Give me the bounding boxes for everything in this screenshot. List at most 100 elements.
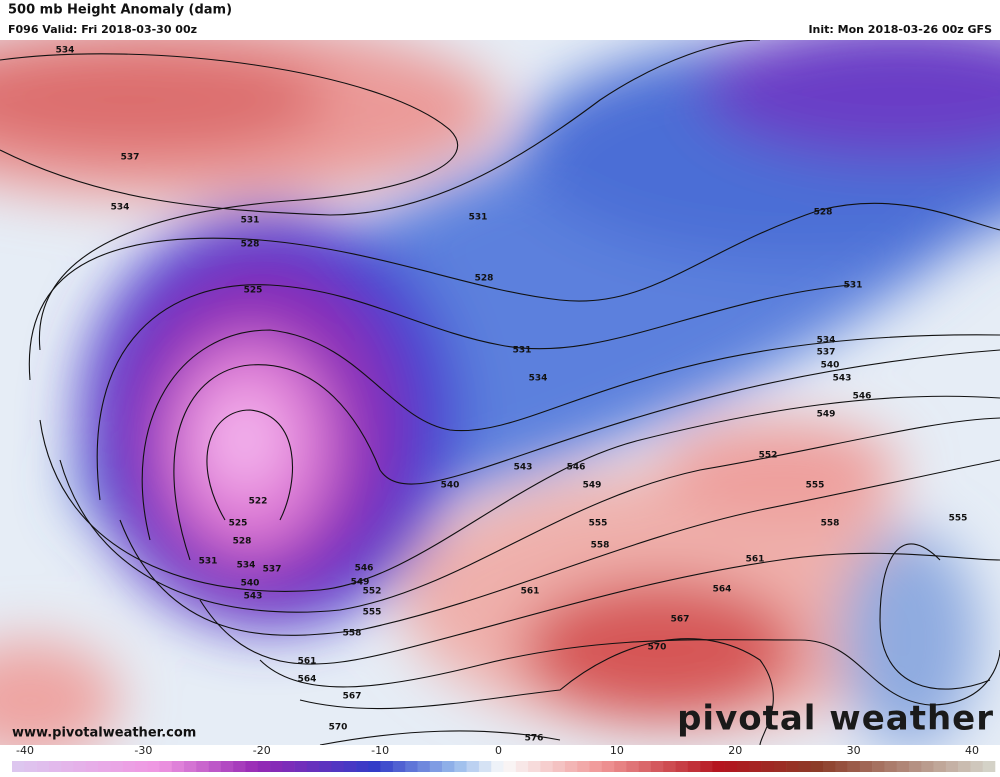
colorbar-cell bbox=[663, 761, 676, 772]
contour-label: 531 bbox=[241, 216, 260, 226]
colorbar-cell bbox=[528, 761, 541, 772]
contour-label: 537 bbox=[121, 153, 140, 163]
map-title: 500 mb Height Anomaly (dam) bbox=[8, 3, 232, 18]
colorbar-cell bbox=[208, 761, 222, 772]
contour-label: 522 bbox=[249, 497, 268, 507]
init-time: Init: Mon 2018-03-26 00z GFS bbox=[808, 23, 992, 36]
contour-label: 564 bbox=[298, 675, 317, 685]
contour-label: 558 bbox=[821, 519, 840, 529]
colorbar-cell bbox=[392, 761, 406, 772]
contour-label: 567 bbox=[671, 615, 690, 625]
colorbar-cell bbox=[810, 761, 824, 772]
colorbar-cell bbox=[859, 761, 873, 772]
colorbar-cell bbox=[503, 761, 517, 772]
colorbar-cell bbox=[749, 761, 762, 772]
contour-label: 543 bbox=[244, 592, 263, 602]
contour-lines bbox=[0, 40, 1000, 745]
colorbar-cell bbox=[491, 761, 504, 772]
colorbar-cell bbox=[700, 761, 713, 772]
colorbar-cell bbox=[761, 761, 775, 772]
contour-label: 552 bbox=[759, 451, 778, 461]
colorbar-cell bbox=[847, 761, 861, 772]
colorbar-cell bbox=[982, 761, 996, 772]
colorbar-cell bbox=[687, 761, 701, 772]
colorbar-cell bbox=[12, 761, 25, 772]
valid-time: F096 Valid: Fri 2018-03-30 00z bbox=[8, 23, 197, 36]
colorbar-cell bbox=[171, 761, 185, 772]
colorbar-cell bbox=[478, 761, 492, 772]
contour-label: 531 bbox=[844, 281, 863, 291]
contour-label: 555 bbox=[949, 514, 968, 524]
contour-label: 549 bbox=[817, 410, 836, 420]
colorbar-cell bbox=[970, 761, 984, 772]
colorbar-cell bbox=[233, 761, 246, 772]
colorbar-cell bbox=[786, 761, 799, 772]
colorbar-tick-label: 30 bbox=[847, 744, 861, 757]
colorbar-cell bbox=[48, 761, 62, 772]
contour-label: 525 bbox=[244, 286, 263, 296]
contour-label: 555 bbox=[806, 481, 825, 491]
contour-label: 546 bbox=[355, 564, 374, 574]
contour-label: 546 bbox=[853, 392, 872, 402]
contour-label: 534 bbox=[817, 336, 836, 346]
colorbar-cell bbox=[306, 761, 320, 772]
colorbar-cell bbox=[896, 761, 910, 772]
colorbar-cell bbox=[257, 761, 271, 772]
colorbar-cell bbox=[958, 761, 971, 772]
colorbar-cell bbox=[429, 761, 443, 772]
contour-label: 570 bbox=[329, 723, 348, 733]
contour-label: 576 bbox=[525, 734, 544, 744]
colorbar-cell bbox=[626, 761, 639, 772]
contour-label: 531 bbox=[469, 213, 488, 223]
colorbar-cell bbox=[442, 761, 455, 772]
logo: pivotal weather bbox=[677, 699, 994, 739]
colorbar-cell bbox=[73, 761, 87, 772]
colorbar-cell bbox=[454, 761, 467, 772]
contour-label: 570 bbox=[648, 643, 667, 653]
colorbar-tick-label: 0 bbox=[495, 744, 502, 757]
colorbar-cell bbox=[159, 761, 173, 772]
contour-label: 534 bbox=[529, 374, 548, 384]
contour-label: 525 bbox=[229, 519, 248, 529]
contour-label: 561 bbox=[521, 587, 540, 597]
colorbar-cell bbox=[417, 761, 431, 772]
contour-labels: 534 537 534 531 528 525 528 531 528 531 531 534 534 5… bbox=[56, 46, 968, 744]
colorbar-cell bbox=[872, 761, 885, 772]
colorbar-cell bbox=[122, 761, 136, 772]
contour-label: 540 bbox=[821, 361, 840, 371]
colorbar-cell bbox=[319, 761, 332, 772]
contour-label: 528 bbox=[814, 208, 833, 218]
colorbar-cell bbox=[405, 761, 418, 772]
colorbar-cell bbox=[110, 761, 123, 772]
contour-label: 552 bbox=[363, 587, 382, 597]
colorbar-cell bbox=[835, 761, 848, 772]
contour-label: 543 bbox=[833, 374, 852, 384]
colorbar-cell bbox=[220, 761, 234, 772]
contour-label: 537 bbox=[263, 565, 282, 575]
colorbar-cell bbox=[196, 761, 209, 772]
anomaly-field: 534 537 534 531 528 525 528 531 528 531 531 534 534 5… bbox=[0, 40, 1000, 745]
contour-label: 528 bbox=[475, 274, 494, 284]
colorbar: -40 -30 -20 -10 0 10 20 30 40 bbox=[12, 744, 996, 772]
colorbar-cell bbox=[577, 761, 590, 772]
colorbar-cell bbox=[650, 761, 664, 772]
colorbar-cell bbox=[134, 761, 148, 772]
colorbar-cell bbox=[515, 761, 529, 772]
colorbar-tick-label: -30 bbox=[134, 744, 152, 757]
contour-label: 558 bbox=[343, 629, 362, 639]
contour-label: 546 bbox=[567, 463, 586, 473]
colorbar-cell bbox=[921, 761, 934, 772]
colorbar-cell bbox=[712, 761, 725, 772]
contour-label: 531 bbox=[199, 557, 218, 567]
colorbar-cell bbox=[61, 761, 74, 772]
contour-label: 543 bbox=[514, 463, 533, 473]
contour-label: 534 bbox=[111, 203, 130, 213]
colorbar-cell bbox=[908, 761, 922, 772]
colorbar-cell bbox=[564, 761, 578, 772]
contour-label: 537 bbox=[817, 348, 836, 358]
colorbar-cell bbox=[675, 761, 689, 772]
colorbar-tick-label: 40 bbox=[965, 744, 979, 757]
contour-label: 549 bbox=[583, 481, 602, 491]
